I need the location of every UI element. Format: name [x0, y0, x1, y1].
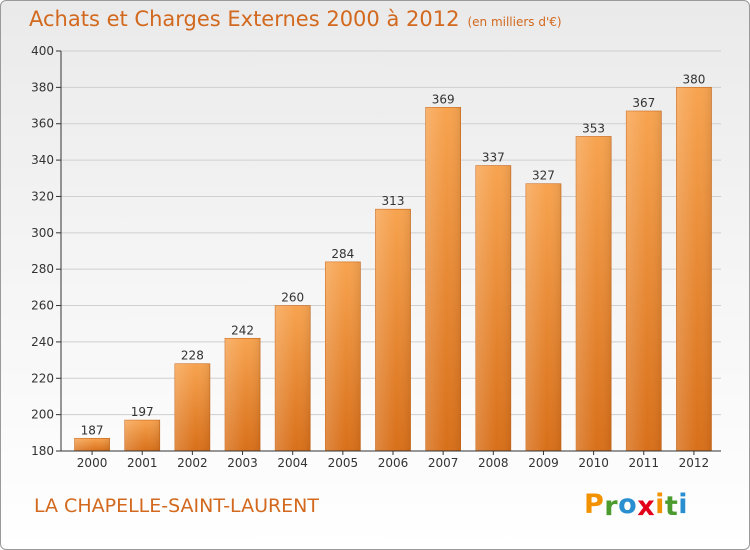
- data-label-2000: 187: [81, 423, 104, 437]
- y-tick-label: 220: [31, 371, 54, 385]
- bar-shade-2000: [74, 438, 110, 451]
- x-tick-label: 2010: [578, 456, 609, 470]
- x-tick-label: 2001: [127, 456, 158, 470]
- y-tick-label: 280: [31, 262, 54, 276]
- proxiti-logo: Proxiti: [584, 489, 689, 522]
- data-label-2011: 367: [632, 96, 655, 110]
- chart-title-text: Achats et Charges Externes 2000 à 2012: [29, 7, 460, 31]
- bar-shade-2010: [576, 136, 612, 452]
- x-tick-label: 2011: [628, 456, 659, 470]
- bar-shade-2008: [475, 165, 511, 451]
- bar-shade-2011: [626, 111, 662, 451]
- bar-shade-2003: [224, 338, 261, 451]
- data-label-2006: 313: [382, 194, 405, 208]
- logo-letter: i: [678, 489, 689, 520]
- y-tick-label: 240: [31, 335, 54, 349]
- data-label-2005: 284: [331, 247, 354, 261]
- data-label-2007: 369: [432, 92, 455, 106]
- bar-shade-2005: [325, 261, 361, 451]
- y-tick-label: 320: [31, 189, 54, 203]
- axes: [56, 50, 721, 455]
- logo-letter: o: [618, 489, 638, 520]
- bar-shade-2006: [375, 209, 411, 451]
- x-tick-label: 2002: [177, 456, 208, 470]
- logo-letter: r: [604, 491, 619, 522]
- chart-title: Achats et Charges Externes 2000 à 2012 (e…: [29, 7, 562, 31]
- y-tick-label: 180: [31, 444, 54, 458]
- y-tick-label: 300: [31, 226, 54, 240]
- y-tick-label: 200: [31, 408, 54, 422]
- y-tick-label: 340: [31, 153, 54, 167]
- logo-letter: i: [655, 489, 665, 520]
- data-label-2012: 380: [682, 72, 705, 86]
- logo-letter: P: [584, 489, 605, 520]
- place-name: LA CHAPELLE-SAINT-LAURENT: [34, 495, 319, 517]
- bar-shade-2002: [174, 363, 210, 451]
- labels: 180 200 220 240 260 280 300 320 340 360 380 400 187 2…: [31, 44, 709, 470]
- bar-shade-2007: [425, 107, 461, 451]
- chart-subtitle: (en milliers d'€): [467, 15, 562, 29]
- logo-letter: t: [664, 491, 679, 522]
- data-label-2002: 228: [181, 349, 204, 363]
- bar-shade-2001: [124, 420, 160, 451]
- x-tick-label: 2006: [378, 456, 409, 470]
- x-tick-label: 2009: [528, 456, 559, 470]
- y-tick-label: 400: [31, 44, 54, 58]
- bar-shade-2009: [525, 183, 562, 451]
- y-tick-label: 360: [31, 117, 54, 131]
- bar-shade-2004: [275, 305, 311, 451]
- bar-shade-2012: [676, 87, 712, 451]
- bars: [74, 87, 712, 452]
- x-tick-label: 2012: [679, 456, 710, 470]
- y-tick-label: 380: [31, 80, 54, 94]
- x-tick-label: 2008: [478, 456, 509, 470]
- x-tick-label: 2004: [277, 456, 308, 470]
- data-label-2010: 353: [582, 121, 605, 135]
- x-tick-label: 2003: [227, 456, 258, 470]
- data-label-2004: 260: [281, 291, 304, 305]
- data-label-2009: 327: [532, 169, 555, 183]
- x-tick-label: 2005: [328, 456, 359, 470]
- data-label-2003: 242: [231, 323, 254, 337]
- logo-letter: x: [637, 491, 656, 522]
- y-tick-label: 260: [31, 299, 54, 313]
- data-label-2001: 197: [131, 405, 154, 419]
- data-label-2008: 337: [482, 151, 505, 165]
- x-tick-label: 2007: [428, 456, 459, 470]
- x-tick-label: 2000: [77, 456, 108, 470]
